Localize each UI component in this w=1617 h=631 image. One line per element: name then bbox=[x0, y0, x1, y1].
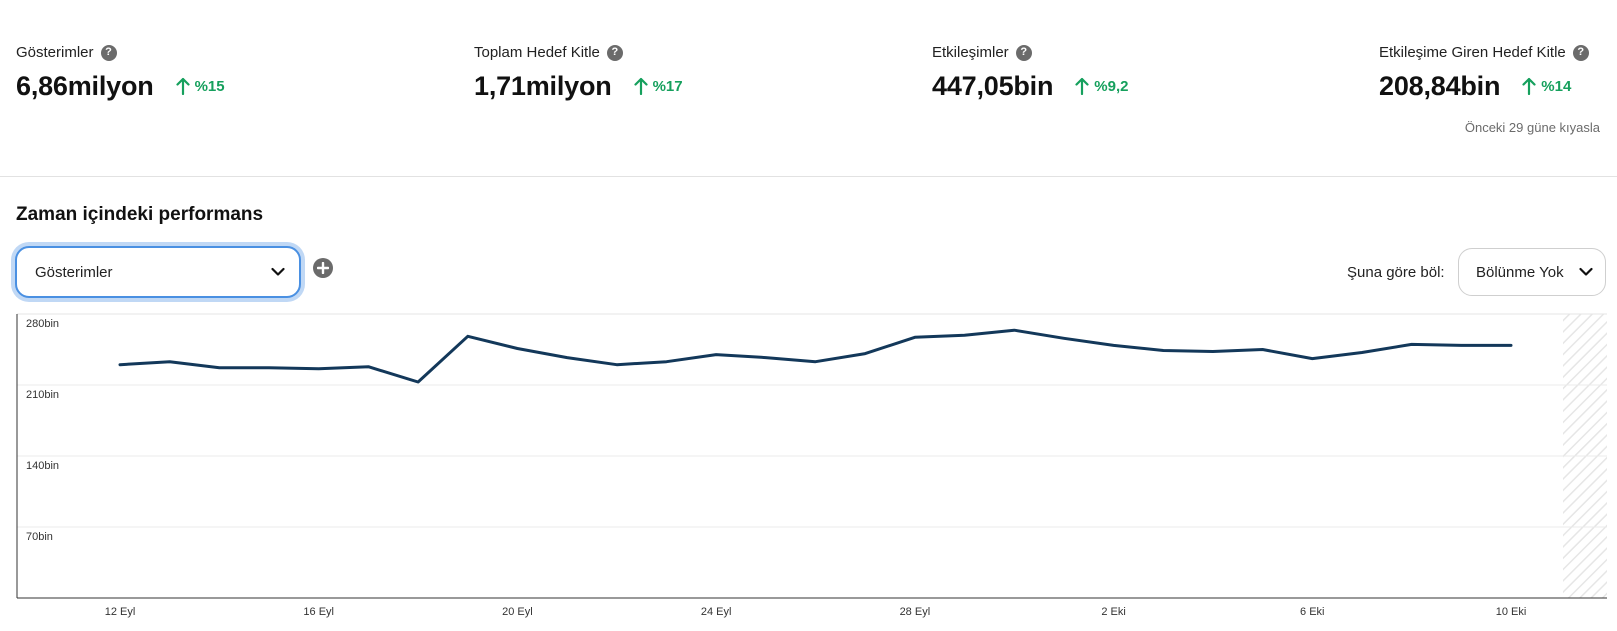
plus-circle-icon bbox=[317, 262, 329, 274]
chevron-down-icon bbox=[1579, 267, 1593, 276]
question-circle-icon[interactable]: ? bbox=[100, 44, 117, 61]
question-circle-icon[interactable]: ? bbox=[606, 44, 623, 61]
stat-value: 1,71milyon bbox=[474, 71, 612, 101]
stat-delta: %17 bbox=[633, 77, 683, 95]
y-tick-label: 280bin bbox=[26, 318, 59, 330]
stat-title: Etkileşimler bbox=[932, 44, 1009, 61]
stat-title: Toplam Hedef Kitle bbox=[474, 44, 600, 61]
stat-value: 6,86milyon bbox=[16, 71, 154, 101]
split-by-select-value: Bölünme Yok bbox=[1476, 263, 1564, 281]
stat-value: 447,05bin bbox=[932, 71, 1054, 101]
stat-total-audience: Toplam Hedef Kitle ? 1,71milyon %17 bbox=[474, 44, 683, 102]
arrow-up-icon bbox=[175, 77, 190, 95]
x-tick-label: 12 Eyl bbox=[105, 606, 136, 618]
comparison-note: Önceki 29 güne kıyasla bbox=[1464, 120, 1600, 135]
stat-delta: %15 bbox=[175, 77, 225, 95]
x-tick-label: 10 Eki bbox=[1496, 606, 1527, 618]
stat-engaged-audience: Etkileşime Giren Hedef Kitle ? 208,84bin… bbox=[1379, 44, 1589, 102]
x-tick-label: 2 Eki bbox=[1101, 606, 1125, 618]
arrow-up-icon bbox=[633, 77, 648, 95]
split-by-select[interactable]: Bölünme Yok bbox=[1458, 248, 1606, 296]
performance-chart: 280bin 210bin 140bin 70bin 12 Eyl 16 Eyl 20 Ey… bbox=[0, 310, 1617, 631]
stat-delta-value: %17 bbox=[652, 77, 683, 95]
stat-delta-value: %15 bbox=[194, 77, 225, 95]
x-tick-label: 24 Eyl bbox=[701, 606, 732, 618]
y-tick-label: 70bin bbox=[26, 531, 53, 543]
question-circle-icon[interactable]: ? bbox=[1572, 44, 1589, 61]
x-tick-label: 28 Eyl bbox=[900, 606, 931, 618]
stat-delta: %9,2 bbox=[1075, 77, 1128, 95]
stat-delta-value: %9,2 bbox=[1094, 77, 1129, 95]
stat-value: 208,84bin bbox=[1379, 71, 1501, 101]
section-title: Zaman içindeki performans bbox=[16, 204, 264, 225]
chevron-down-icon bbox=[271, 267, 285, 276]
x-tick-label: 20 Eyl bbox=[502, 606, 533, 618]
performance-line-chart: 280bin 210bin 140bin 70bin 12 Eyl 16 Eyl 20 Ey… bbox=[16, 313, 1607, 618]
stat-engagements: Etkileşimler ? 447,05bin %9,2 bbox=[932, 44, 1128, 102]
x-tick-label: 16 Eyl bbox=[303, 606, 334, 618]
x-tick-label: 6 Eki bbox=[1300, 606, 1324, 618]
arrow-up-icon bbox=[1075, 77, 1089, 95]
arrow-up-icon bbox=[1522, 77, 1536, 95]
stat-impressions: Gösterimler ? 6,86milyon %15 bbox=[16, 44, 225, 102]
split-by-label: Şuna göre böl: bbox=[1347, 264, 1445, 281]
add-metric-button[interactable] bbox=[313, 258, 333, 278]
metric-select[interactable]: Gösterimler bbox=[15, 246, 301, 298]
y-tick-label: 140bin bbox=[26, 460, 59, 472]
metric-select-value: Gösterimler bbox=[35, 263, 113, 281]
stat-title: Gösterimler bbox=[16, 44, 94, 61]
question-circle-icon[interactable]: ? bbox=[1015, 44, 1032, 61]
summary-stats: Gösterimler ? 6,86milyon %15 Toplam Hede… bbox=[0, 0, 1617, 177]
stat-delta-value: %14 bbox=[1541, 77, 1572, 95]
y-tick-label: 210bin bbox=[26, 389, 59, 401]
stat-delta: %14 bbox=[1522, 77, 1571, 95]
stat-title: Etkileşime Giren Hedef Kitle bbox=[1379, 44, 1566, 61]
impressions-series-line bbox=[118, 328, 1513, 384]
